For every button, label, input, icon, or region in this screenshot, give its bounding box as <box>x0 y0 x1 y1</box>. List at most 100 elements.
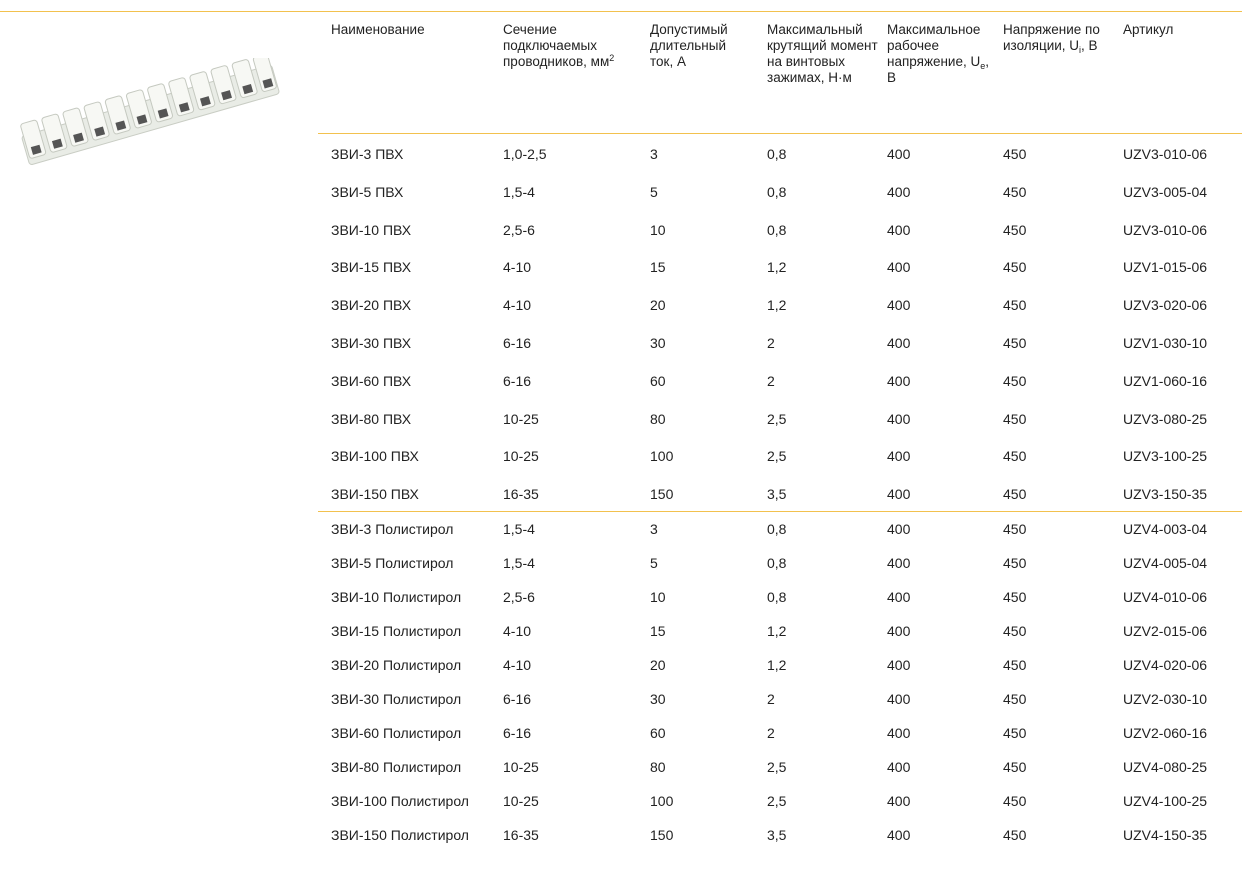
table-cell: 60 <box>650 373 666 389</box>
table-cell: ЗВИ-80 ПВХ <box>331 411 411 427</box>
table-cell: 400 <box>887 555 910 571</box>
table-cell: 30 <box>650 335 666 351</box>
table-cell: 6-16 <box>503 373 531 389</box>
table-cell: 2,5 <box>767 759 786 775</box>
table-cell: 10-25 <box>503 448 539 464</box>
table-cell: 1,2 <box>767 259 786 275</box>
table-cell: 10-25 <box>503 793 539 809</box>
table-cell: 1,5-4 <box>503 521 535 537</box>
table-cell: 80 <box>650 759 666 775</box>
table-cell: ЗВИ-3 ПВХ <box>331 146 403 162</box>
column-header: Максимальное рабочее напряжение, Ue, В <box>887 22 995 86</box>
table-cell: 2 <box>767 691 775 707</box>
table-cell: ЗВИ-100 Полистирол <box>331 793 469 809</box>
table-cell: 0,8 <box>767 146 786 162</box>
table-cell: 15 <box>650 259 666 275</box>
table-cell: UZV2-015-06 <box>1123 623 1207 639</box>
header-sup: 2 <box>609 53 614 63</box>
table-cell: ЗВИ-3 Полистирол <box>331 521 453 537</box>
table-cell: 15 <box>650 623 666 639</box>
table-cell: 3 <box>650 146 658 162</box>
table-cell: ЗВИ-60 Полистирол <box>331 725 461 741</box>
table-cell: ЗВИ-10 Полистирол <box>331 589 461 605</box>
table-cell: ЗВИ-30 Полистирол <box>331 691 461 707</box>
header-text: Допустимый длительный ток, А <box>650 22 728 69</box>
table-cell: UZV2-060-16 <box>1123 725 1207 741</box>
header-text: Наименование <box>331 22 425 37</box>
table-cell: ЗВИ-20 ПВХ <box>331 297 411 313</box>
table-cell: UZV4-005-04 <box>1123 555 1207 571</box>
table-cell: UZV4-003-04 <box>1123 521 1207 537</box>
table-cell: UZV4-010-06 <box>1123 589 1207 605</box>
page: {"table": { "columns": [ ["Наименование"… <box>0 0 1242 884</box>
table-cell: 2,5 <box>767 793 786 809</box>
table-cell: 400 <box>887 623 910 639</box>
table-cell: 400 <box>887 222 910 238</box>
column-header: Допустимый длительный ток, А <box>650 22 750 70</box>
table-cell: UZV2-030-10 <box>1123 691 1207 707</box>
table-cell: 450 <box>1003 373 1026 389</box>
table-cell: 2,5 <box>767 448 786 464</box>
table-cell: 2,5 <box>767 411 786 427</box>
table-cell: 1,5-4 <box>503 555 535 571</box>
table-cell: 450 <box>1003 623 1026 639</box>
table-cell: 400 <box>887 521 910 537</box>
table-cell: UZV3-150-35 <box>1123 486 1207 502</box>
table-cell: 450 <box>1003 725 1026 741</box>
table-cell: 2 <box>767 335 775 351</box>
top-rule <box>0 11 1242 12</box>
table-cell: UZV4-020-06 <box>1123 657 1207 673</box>
table-cell: 3,5 <box>767 486 786 502</box>
table-cell: 6-16 <box>503 725 531 741</box>
table-cell: 400 <box>887 725 910 741</box>
table-cell: 450 <box>1003 411 1026 427</box>
table-cell: UZV3-080-25 <box>1123 411 1207 427</box>
table-cell: 400 <box>887 589 910 605</box>
table-cell: 4-10 <box>503 657 531 673</box>
table-cell: ЗВИ-150 ПВХ <box>331 486 419 502</box>
table-cell: 80 <box>650 411 666 427</box>
table-cell: ЗВИ-30 ПВХ <box>331 335 411 351</box>
table-cell: 450 <box>1003 184 1026 200</box>
table-cell: 6-16 <box>503 335 531 351</box>
table-cell: ЗВИ-150 Полистирол <box>331 827 469 843</box>
table-cell: UZV1-060-16 <box>1123 373 1207 389</box>
column-header: Максимальный крутящий момент на винтовых… <box>767 22 879 86</box>
table-cell: 400 <box>887 297 910 313</box>
table-cell: 400 <box>887 146 910 162</box>
table-cell: 450 <box>1003 589 1026 605</box>
table-cell: 0,8 <box>767 555 786 571</box>
table-cell: UZV3-010-06 <box>1123 222 1207 238</box>
table-cell: 400 <box>887 448 910 464</box>
table-cell: 30 <box>650 691 666 707</box>
table-cell: 400 <box>887 335 910 351</box>
table-cell: 3,5 <box>767 827 786 843</box>
table-cell: ЗВИ-15 Полистирол <box>331 623 461 639</box>
table-cell: ЗВИ-100 ПВХ <box>331 448 419 464</box>
header-text: Максимальный крутящий момент на винтовых… <box>767 22 878 85</box>
table-cell: ЗВИ-80 Полистирол <box>331 759 461 775</box>
table-cell: 1,2 <box>767 657 786 673</box>
table-cell: 4-10 <box>503 297 531 313</box>
table-cell: UZV3-010-06 <box>1123 146 1207 162</box>
table-cell: 450 <box>1003 448 1026 464</box>
table-cell: UZV3-005-04 <box>1123 184 1207 200</box>
table-cell: UZV4-100-25 <box>1123 793 1207 809</box>
table-cell: 5 <box>650 184 658 200</box>
table-cell: 400 <box>887 411 910 427</box>
table-cell: 450 <box>1003 146 1026 162</box>
table-cell: 450 <box>1003 259 1026 275</box>
header-rule <box>318 133 1242 134</box>
header-text: Артикул <box>1123 22 1173 37</box>
table-cell: 450 <box>1003 555 1026 571</box>
table-cell: 400 <box>887 793 910 809</box>
table-cell: ЗВИ-15 ПВХ <box>331 259 411 275</box>
table-cell: 100 <box>650 793 673 809</box>
table-cell: 3 <box>650 521 658 537</box>
table-cell: 450 <box>1003 759 1026 775</box>
table-cell: UZV4-150-35 <box>1123 827 1207 843</box>
table-cell: 10-25 <box>503 411 539 427</box>
table-cell: 2 <box>767 725 775 741</box>
table-cell: 150 <box>650 827 673 843</box>
table-cell: 400 <box>887 657 910 673</box>
